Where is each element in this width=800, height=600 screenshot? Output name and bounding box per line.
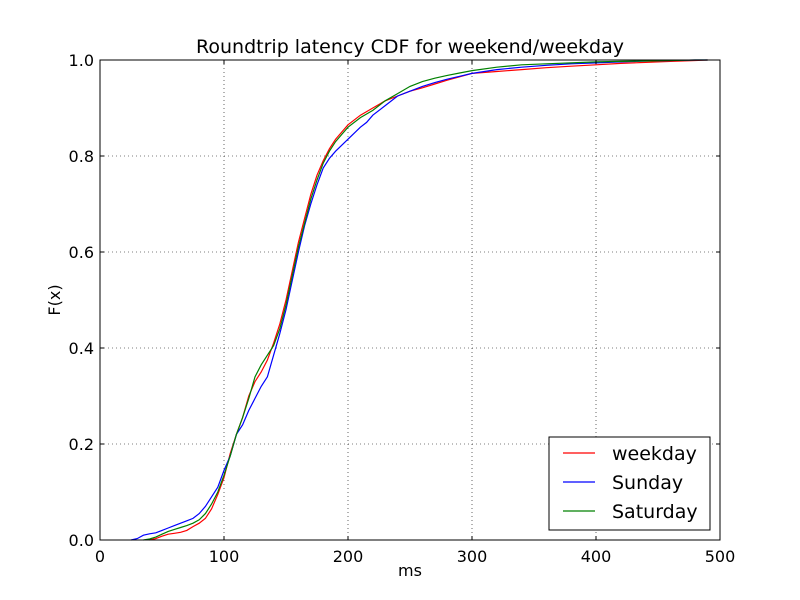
x-tick-label: 0 <box>95 547 105 566</box>
y-tick-label: 0.0 <box>69 531 94 550</box>
series-line-weekday <box>149 59 708 541</box>
legend: weekday Sunday Saturday <box>548 436 711 531</box>
y-tick-label: 0.8 <box>69 147 94 166</box>
series-line-saturday <box>143 59 708 541</box>
series-lines <box>130 59 708 541</box>
chart-title: Roundtrip latency CDF for weekend/weekda… <box>196 36 624 58</box>
x-tick-label: 400 <box>581 547 612 566</box>
y-tick-label: 0.4 <box>69 339 94 358</box>
x-axis-label: ms <box>398 561 422 580</box>
legend-label-saturday: Saturday <box>612 501 698 523</box>
plot-frame <box>99 59 721 541</box>
legend-label-sunday: Sunday <box>612 472 683 494</box>
x-tick-label: 100 <box>209 547 240 566</box>
x-tick-label: 300 <box>457 547 488 566</box>
y-tick-label: 0.6 <box>69 243 94 262</box>
y-axis-label: F(x) <box>45 284 64 315</box>
x-tick-label: 200 <box>333 547 364 566</box>
y-tick-label: 0.2 <box>69 435 94 454</box>
axis-ticks: 0 100 200 300 400 500 0.0 0.2 0.4 0.6 0.8 1.0 <box>69 51 736 566</box>
legend-label-weekday: weekday <box>612 443 697 465</box>
x-tick-label: 500 <box>705 547 736 566</box>
series-line-sunday <box>130 59 708 541</box>
y-tick-label: 1.0 <box>69 51 94 70</box>
